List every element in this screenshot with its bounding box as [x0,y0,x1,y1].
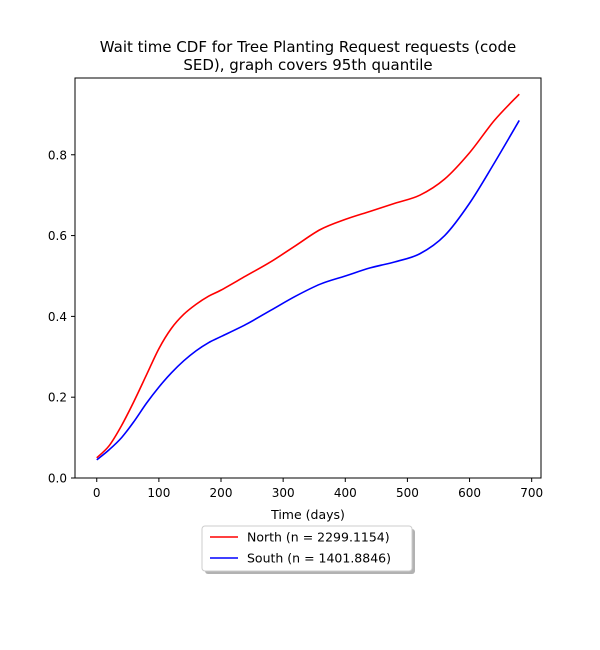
y-tick-label: 0.4 [48,310,67,324]
x-tick-label: 300 [272,486,295,500]
y-tick-label: 0.8 [48,148,67,162]
x-axis-ticks: 0 100 200 300 400 500 600 700 [93,478,543,500]
plot-area-frame [74,77,542,479]
x-tick-label: 600 [458,486,481,500]
y-tick-label: 0.2 [48,391,67,405]
legend-box [201,525,413,572]
series-line-south [96,120,520,461]
x-tick-label: 400 [334,486,357,500]
x-tick-label: 500 [396,486,419,500]
x-tick-label: 200 [210,486,233,500]
y-tick-label: 0.0 [48,472,67,486]
x-axis-label: Time (days) [270,507,345,522]
legend-label-south: South (n = 1401.8846) [247,551,391,566]
legend: North (n = 2299.1154) South (n = 1401.88… [201,525,415,574]
x-tick-label: 0 [93,486,101,500]
x-tick-label: 700 [520,486,543,500]
series-line-north [96,93,520,459]
series-lines [96,93,520,461]
y-tick-label: 0.6 [48,229,67,243]
chart-title-line-1: Wait time CDF for Tree Planting Request … [100,38,516,56]
legend-label-north: North (n = 2299.1154) [247,530,390,545]
y-axis-ticks: 0.0 0.2 0.4 0.6 0.8 [48,148,75,486]
x-tick-label: 100 [147,486,170,500]
chart-title-line-2: SED), graph covers 95th quantile [183,56,432,74]
